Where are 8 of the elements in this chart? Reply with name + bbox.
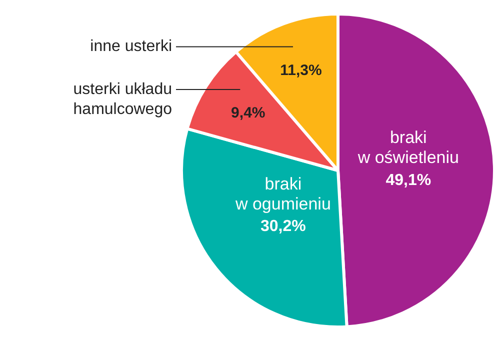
data-label: 30,2%	[260, 218, 306, 236]
slice-label: braki w oświetleniu	[356, 128, 459, 168]
slice-label: braki w ogumieniu	[234, 174, 331, 214]
data-label: 11,3%	[280, 62, 322, 79]
data-label: 9,4%	[231, 104, 266, 122]
data-label: 49,1%	[386, 172, 432, 189]
slice-label: inne usterki	[90, 38, 172, 56]
slice-label: usterki układu hamulcowego	[73, 80, 172, 118]
